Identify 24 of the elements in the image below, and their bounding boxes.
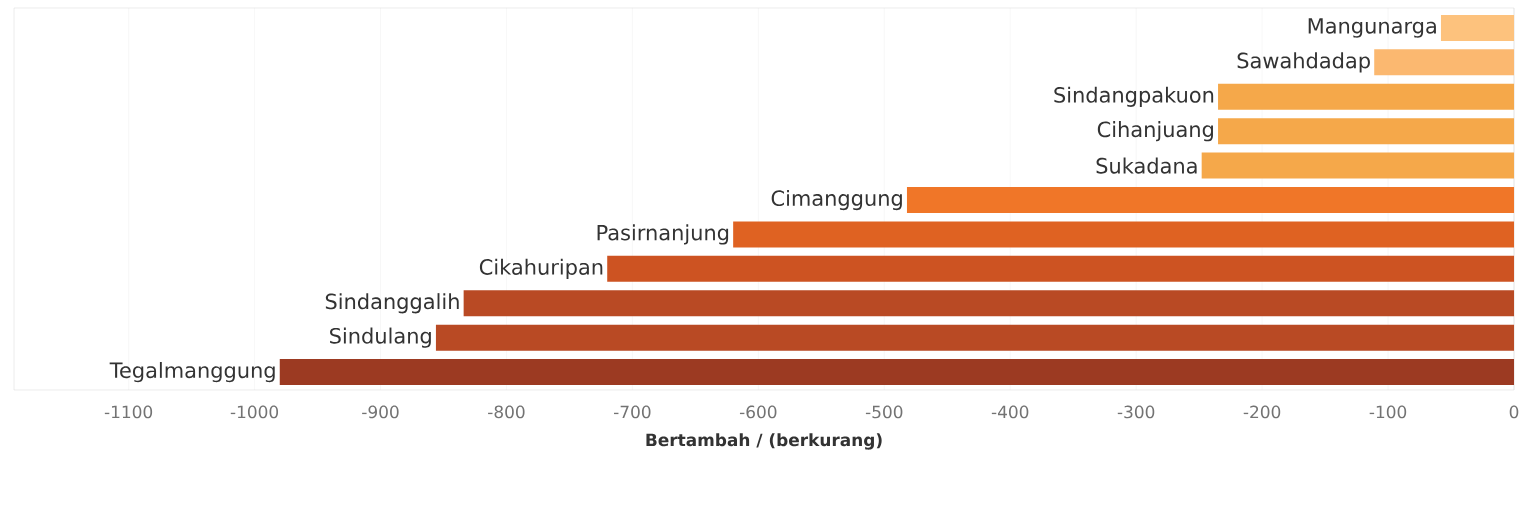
x-tick-label: -700 xyxy=(614,405,651,419)
y-tick-label: Tegalmanggung xyxy=(109,361,275,383)
y-tick-label: Cimanggung xyxy=(771,189,902,211)
y-tick-label: Cikahuripan xyxy=(479,258,603,279)
x-tick-label: -1100 xyxy=(104,405,153,419)
x-tick-label: -400 xyxy=(991,405,1029,419)
x-tick-label: -1000 xyxy=(230,405,279,419)
y-tick-label: Sindulang xyxy=(330,327,431,348)
x-tick-label: -100 xyxy=(1369,405,1407,419)
y-tick-label: Sindangpakuon xyxy=(1054,86,1214,107)
y-tick-label: Cihanjuang xyxy=(1097,121,1213,142)
y-tick-label: Pasirnanjung xyxy=(597,224,729,245)
x-tick-label: -500 xyxy=(865,405,903,419)
x-tick-label: -200 xyxy=(1243,405,1281,419)
y-tick-label: Mangunarga xyxy=(1308,18,1436,38)
x-tick-label: -600 xyxy=(739,405,777,419)
y-tick-label: Sawahdadap xyxy=(1237,52,1370,73)
y-tick-label: Sukadana xyxy=(1096,157,1197,174)
x-tick-label: -800 xyxy=(488,405,525,419)
x-tick-label: 0 xyxy=(1509,405,1519,419)
x-tick-label: -900 xyxy=(362,405,399,419)
x-axis-title: Bertambah / (berkurang) xyxy=(646,433,882,450)
x-tick-label: -300 xyxy=(1117,405,1155,419)
y-tick-label: Sindanggalih xyxy=(325,293,459,314)
